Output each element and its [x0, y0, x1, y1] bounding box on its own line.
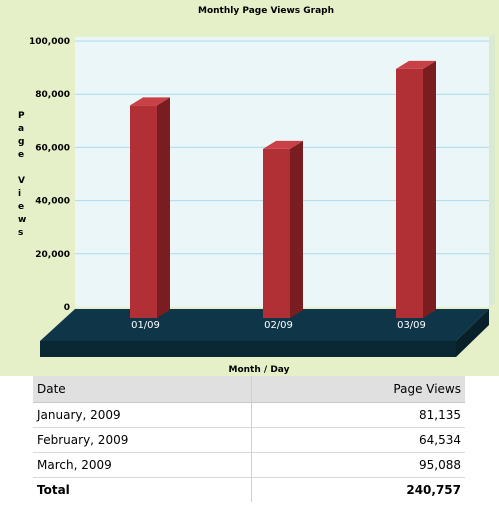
x-tick-label: 03/09	[397, 320, 426, 331]
bar-side	[423, 60, 436, 318]
y-tick-label: 100,000	[29, 37, 70, 47]
page-views-table: Date Page Views January, 2009 81,135 Feb…	[33, 376, 465, 502]
x-tick-labels: 01/09 02/09 03/09	[131, 320, 426, 331]
bar	[396, 60, 436, 318]
floor-front	[40, 341, 456, 357]
header-page-views: Page Views	[251, 376, 465, 403]
row-views: 81,135	[251, 402, 465, 428]
table-header-row: Date Page Views	[33, 376, 465, 403]
y-tick-labels: 0 20,000 40,000 60,000 80,000 100,000	[29, 37, 70, 313]
y-tick-label: 0	[64, 303, 70, 313]
table-row: February, 2009 64,534	[33, 427, 465, 453]
bars	[130, 60, 436, 318]
total-views: 240,757	[406, 483, 461, 497]
bar-side	[157, 97, 170, 318]
bar-front	[396, 68, 423, 318]
header-date: Date	[33, 376, 252, 403]
floor-side	[456, 309, 489, 357]
bar	[130, 97, 170, 318]
chart-title: Monthly Page Views Graph	[198, 6, 334, 16]
bar-top	[263, 140, 303, 149]
y-tick-label: 80,000	[35, 90, 70, 100]
chart-panel: Monthly Page Views Graph 0 20,000 40,000 60…	[0, 0, 499, 376]
y-tick-label: 60,000	[35, 143, 70, 153]
row-views: 64,534	[251, 427, 465, 453]
row-views: 95,088	[251, 452, 465, 478]
bar-front	[263, 148, 290, 318]
x-axis-title: Month / Day	[229, 365, 290, 375]
plot-right-wall	[489, 33, 495, 307]
y-tick-label: 20,000	[35, 250, 70, 260]
row-date: March, 2009	[33, 452, 252, 478]
table-row: March, 2009 95,088	[33, 452, 465, 478]
bar-chart: Monthly Page Views Graph 0 20,000 40,000 60…	[18, 6, 495, 375]
bar-top	[130, 97, 170, 106]
bar-front	[130, 105, 157, 318]
x-tick-label: 01/09	[131, 320, 160, 331]
row-date: January, 2009	[33, 402, 252, 428]
bar	[263, 140, 303, 318]
table-total-row: Total 240,757	[33, 477, 465, 502]
total-label: Total	[33, 477, 252, 502]
bar-top	[396, 60, 436, 69]
table-row: January, 2009 81,135	[33, 402, 465, 428]
x-tick-label: 02/09	[264, 320, 293, 331]
y-tick-label: 40,000	[35, 197, 70, 207]
row-date: February, 2009	[33, 427, 252, 453]
bar-side	[290, 140, 303, 318]
